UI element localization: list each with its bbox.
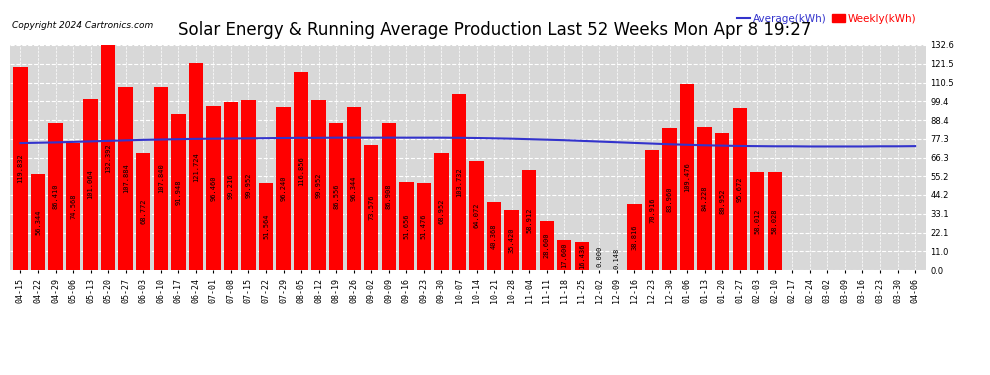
Bar xyxy=(750,172,764,270)
Text: 91.948: 91.948 xyxy=(175,179,181,205)
Bar xyxy=(136,153,150,270)
Bar xyxy=(505,210,519,270)
Bar xyxy=(206,106,221,270)
Text: 103.732: 103.732 xyxy=(456,167,462,197)
Text: 86.556: 86.556 xyxy=(334,184,340,209)
Bar xyxy=(487,201,501,270)
Bar xyxy=(733,108,746,270)
Text: 0.000: 0.000 xyxy=(596,246,602,267)
Text: 56.344: 56.344 xyxy=(35,210,41,235)
Bar xyxy=(540,222,554,270)
Text: 58.028: 58.028 xyxy=(772,208,778,234)
Text: 121.724: 121.724 xyxy=(193,152,199,182)
Text: 86.908: 86.908 xyxy=(386,183,392,209)
Text: 58.012: 58.012 xyxy=(754,208,760,234)
Text: 68.772: 68.772 xyxy=(141,199,147,224)
Text: 96.460: 96.460 xyxy=(211,176,217,201)
Bar xyxy=(628,204,642,270)
Bar xyxy=(13,67,28,270)
Text: 35.420: 35.420 xyxy=(509,227,515,253)
Text: 96.344: 96.344 xyxy=(350,176,356,201)
Bar xyxy=(557,240,571,270)
Bar xyxy=(522,170,537,270)
Text: Copyright 2024 Cartronics.com: Copyright 2024 Cartronics.com xyxy=(12,21,153,30)
Text: 99.216: 99.216 xyxy=(228,173,234,199)
Text: 95.672: 95.672 xyxy=(737,176,742,202)
Bar xyxy=(435,153,448,270)
Bar xyxy=(312,100,326,270)
Bar xyxy=(31,174,46,270)
Text: 70.916: 70.916 xyxy=(649,197,655,223)
Bar xyxy=(329,123,344,270)
Bar xyxy=(153,87,168,270)
Bar xyxy=(451,94,466,270)
Bar xyxy=(469,161,484,270)
Bar xyxy=(83,99,98,270)
Bar xyxy=(399,182,414,270)
Text: 101.064: 101.064 xyxy=(87,170,94,199)
Text: 17.600: 17.600 xyxy=(561,242,567,268)
Bar xyxy=(644,150,659,270)
Text: 96.240: 96.240 xyxy=(280,176,286,201)
Text: 119.832: 119.832 xyxy=(18,153,24,183)
Text: 28.600: 28.600 xyxy=(544,233,549,258)
Bar xyxy=(381,123,396,270)
Text: 73.576: 73.576 xyxy=(368,195,374,220)
Text: 109.476: 109.476 xyxy=(684,162,690,192)
Bar xyxy=(189,63,203,270)
Bar xyxy=(294,72,308,270)
Bar xyxy=(276,107,291,270)
Text: 132.392: 132.392 xyxy=(105,143,111,172)
Bar xyxy=(662,128,677,270)
Text: 58.912: 58.912 xyxy=(526,207,533,233)
Bar xyxy=(258,183,273,270)
Bar xyxy=(224,102,239,270)
Bar xyxy=(101,45,115,270)
Text: 107.884: 107.884 xyxy=(123,164,129,194)
Text: 83.960: 83.960 xyxy=(666,186,672,211)
Text: 38.816: 38.816 xyxy=(632,224,638,250)
Bar xyxy=(242,100,255,270)
Legend: Average(kWh), Weekly(kWh): Average(kWh), Weekly(kWh) xyxy=(734,10,921,28)
Text: Solar Energy & Running Average Production Last 52 Weeks Mon Apr 8 19:27: Solar Energy & Running Average Productio… xyxy=(178,21,812,39)
Bar xyxy=(171,114,185,270)
Text: 86.410: 86.410 xyxy=(52,184,58,210)
Text: 99.952: 99.952 xyxy=(246,172,251,198)
Text: 84.228: 84.228 xyxy=(702,186,708,211)
Bar xyxy=(697,127,712,270)
Bar xyxy=(49,123,62,270)
Bar xyxy=(767,171,782,270)
Bar xyxy=(417,183,431,270)
Text: 51.476: 51.476 xyxy=(421,214,427,239)
Text: 116.856: 116.856 xyxy=(298,156,304,186)
Text: 51.656: 51.656 xyxy=(403,213,410,239)
Text: 80.952: 80.952 xyxy=(719,189,725,214)
Bar xyxy=(574,242,589,270)
Text: 51.564: 51.564 xyxy=(263,213,269,239)
Bar xyxy=(66,144,80,270)
Text: 16.436: 16.436 xyxy=(579,243,585,269)
Bar xyxy=(119,87,133,270)
Bar xyxy=(680,84,694,270)
Text: 74.568: 74.568 xyxy=(70,194,76,219)
Bar xyxy=(715,133,730,270)
Text: 40.368: 40.368 xyxy=(491,223,497,249)
Text: 99.952: 99.952 xyxy=(316,172,322,198)
Text: 68.952: 68.952 xyxy=(439,199,445,224)
Bar xyxy=(346,106,361,270)
Text: 0.148: 0.148 xyxy=(614,248,620,269)
Bar xyxy=(364,145,378,270)
Text: 64.072: 64.072 xyxy=(473,203,479,228)
Text: 107.840: 107.840 xyxy=(157,164,163,194)
